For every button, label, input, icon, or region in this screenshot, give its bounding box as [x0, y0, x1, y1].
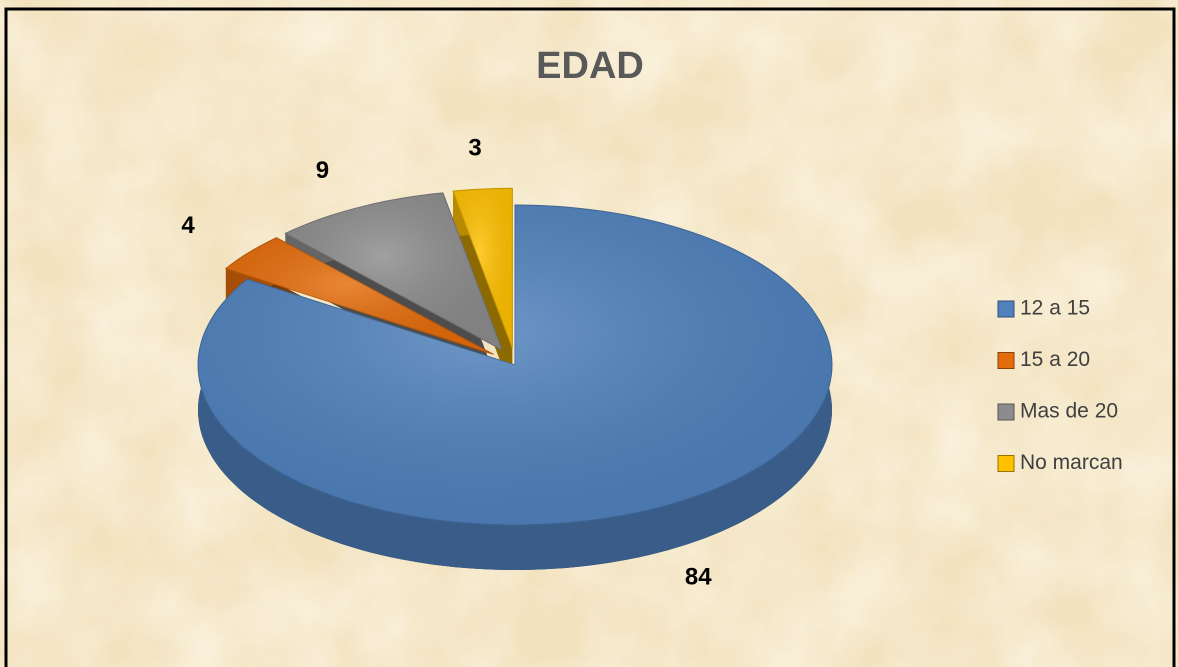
legend-swatch [997, 455, 1015, 472]
slice-shine [225, 237, 494, 355]
legend-swatch [997, 300, 1015, 318]
legend-label: 15 a 20 [1020, 348, 1090, 371]
legend-swatch [997, 403, 1015, 421]
chart-title: EDAD [536, 45, 644, 87]
slice-shine [453, 188, 513, 349]
legend-swatch [997, 352, 1015, 369]
data-label: 3 [468, 135, 481, 162]
data-label: 4 [181, 212, 195, 239]
data-label: 9 [316, 157, 329, 184]
slice-shine [198, 205, 832, 525]
slice-shine [285, 192, 503, 351]
legend-label: No marcan [1020, 451, 1123, 474]
legend-label: 12 a 15 [1020, 297, 1090, 320]
pie: 84 4 9 3 [181, 135, 833, 591]
legend: 12 a 15 15 a 20 Mas de 20 No marcan [997, 297, 1123, 474]
data-label: 84 [685, 564, 712, 591]
legend-label: Mas de 20 [1020, 400, 1118, 423]
frame [4, 7, 1176, 667]
